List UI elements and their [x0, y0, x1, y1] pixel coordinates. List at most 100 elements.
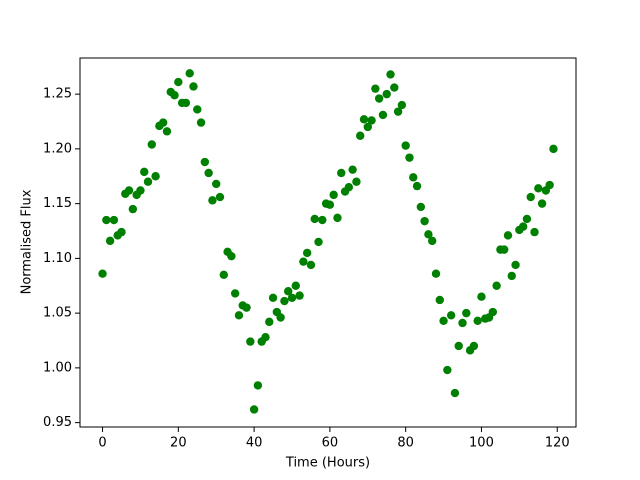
point — [318, 215, 327, 225]
point — [143, 177, 153, 186]
x-axis-label: Time (Hours) — [285, 456, 370, 471]
y-tick-label: 1.05 — [43, 306, 72, 321]
point — [473, 316, 482, 325]
point — [352, 177, 361, 186]
x-tick-label: 120 — [545, 436, 570, 451]
point — [147, 140, 157, 149]
x-tick-label: 60 — [322, 436, 339, 451]
point — [295, 291, 304, 300]
y-tick-label: 1.20 — [43, 141, 72, 156]
point — [189, 82, 198, 91]
point — [151, 172, 160, 181]
point — [428, 236, 437, 246]
point — [405, 153, 414, 162]
point — [117, 227, 126, 237]
y-axis-label: Normalised Flux — [20, 189, 35, 294]
point — [265, 317, 274, 327]
point — [219, 270, 228, 280]
point — [443, 365, 452, 375]
point — [409, 173, 418, 182]
point — [454, 341, 463, 351]
point — [249, 405, 259, 414]
point — [458, 318, 467, 328]
point — [382, 89, 391, 99]
point — [386, 70, 395, 79]
point — [215, 192, 225, 202]
x-tick-label: 40 — [246, 436, 263, 451]
point — [280, 296, 289, 306]
point — [208, 196, 217, 205]
point — [124, 186, 134, 195]
point — [325, 200, 335, 209]
point — [397, 100, 407, 110]
point — [549, 144, 558, 154]
point — [416, 202, 426, 212]
point — [412, 181, 422, 191]
point — [276, 313, 285, 322]
point — [393, 107, 403, 116]
x-tick-label: 20 — [170, 436, 187, 451]
point — [105, 236, 115, 246]
point — [359, 115, 369, 124]
point — [284, 287, 293, 296]
point — [420, 216, 429, 226]
point — [246, 337, 255, 346]
point — [162, 127, 172, 136]
point — [499, 245, 509, 254]
point — [363, 122, 372, 132]
point — [522, 214, 532, 224]
point — [337, 168, 346, 178]
point — [234, 311, 244, 320]
point — [299, 257, 308, 266]
point — [511, 260, 520, 270]
point — [314, 237, 323, 247]
point — [526, 192, 535, 202]
point — [287, 293, 297, 302]
point — [181, 98, 191, 108]
point — [348, 165, 357, 174]
x-tick-label: 0 — [98, 436, 106, 451]
point — [306, 260, 316, 270]
point — [439, 316, 448, 325]
point — [503, 231, 513, 240]
point — [302, 248, 312, 258]
point — [193, 105, 202, 114]
point — [507, 271, 516, 281]
plot-frame — [79, 57, 577, 428]
point — [344, 183, 354, 192]
point — [268, 293, 278, 302]
point — [545, 180, 554, 190]
y-tick-label: 1.15 — [43, 196, 72, 211]
point — [378, 110, 388, 120]
point — [530, 227, 539, 237]
point — [435, 295, 444, 305]
point — [469, 341, 479, 351]
point — [424, 230, 433, 239]
point — [356, 131, 365, 140]
point — [230, 289, 240, 298]
point — [333, 213, 342, 223]
x-tick-label: 100 — [469, 436, 494, 451]
y-tick-label: 0.95 — [43, 415, 72, 430]
point — [291, 281, 300, 290]
point — [450, 388, 460, 398]
point — [401, 141, 410, 150]
y-tick-label: 1.10 — [43, 251, 72, 266]
point — [98, 269, 107, 278]
point — [136, 186, 145, 195]
point — [462, 308, 471, 318]
point — [170, 91, 179, 100]
point — [185, 69, 194, 78]
point — [367, 116, 376, 125]
x-tick-label: 80 — [397, 436, 414, 451]
point — [200, 157, 210, 167]
point — [158, 118, 168, 127]
point — [242, 303, 251, 312]
y-tick-label: 1.00 — [43, 360, 72, 375]
point — [371, 84, 380, 93]
point — [140, 167, 149, 177]
point — [446, 311, 456, 320]
point — [390, 83, 399, 92]
point — [431, 269, 441, 278]
